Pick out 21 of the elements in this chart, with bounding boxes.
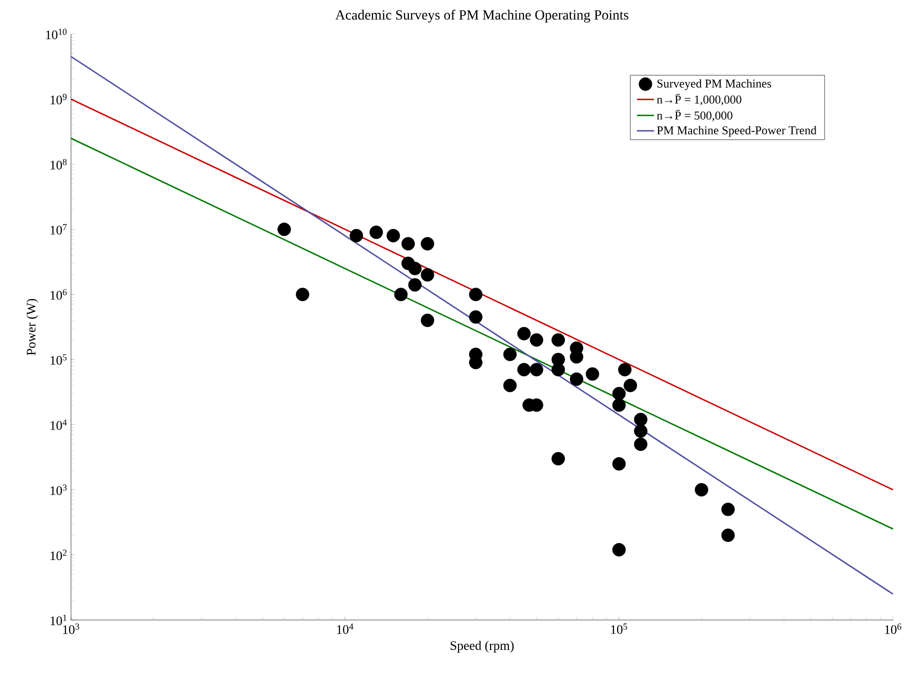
chart-title: Academic Surveys of PM Machine Operating Points	[335, 10, 628, 23]
y-tick-label: 10$^{9}$	[50, 94, 67, 104]
x-tick-label: 10$^{3}$	[63, 624, 80, 634]
legend-label: n→P̄ = 500,000	[656, 110, 732, 122]
x-tick-label: 10$^{6}$	[885, 624, 902, 634]
legend-label: PM Machine Speed-Power Trend	[657, 126, 816, 137]
y-tick-label: 10$^{1}$	[50, 614, 66, 626]
y-tick-label: 10$^{7}$	[50, 224, 67, 235]
x-tick-label: 10$^{4}$	[337, 624, 354, 634]
y-tick-label: 10$^{6}$	[50, 289, 67, 300]
y-tick-label: 10$^{2}$	[50, 550, 66, 560]
x-tick-label: 10$^{5}$	[611, 624, 628, 634]
y-axis-title: Power (W)	[26, 298, 38, 356]
y-tick-label: 10$^{3}$	[50, 484, 67, 496]
y-tick-label: 10$^{4}$	[50, 419, 67, 430]
x-axis-title: Speed (rpm)	[450, 640, 514, 653]
legend-label: Surveyed PM Machines	[657, 79, 772, 90]
y-tick-label: 10$^{5}$	[50, 354, 67, 365]
y-tick-label: 10$^{10}$	[46, 28, 67, 40]
y-tick-label: 10$^{8}$	[50, 158, 67, 170]
legend-label: n→P̄ = 1,000,000	[656, 94, 742, 106]
